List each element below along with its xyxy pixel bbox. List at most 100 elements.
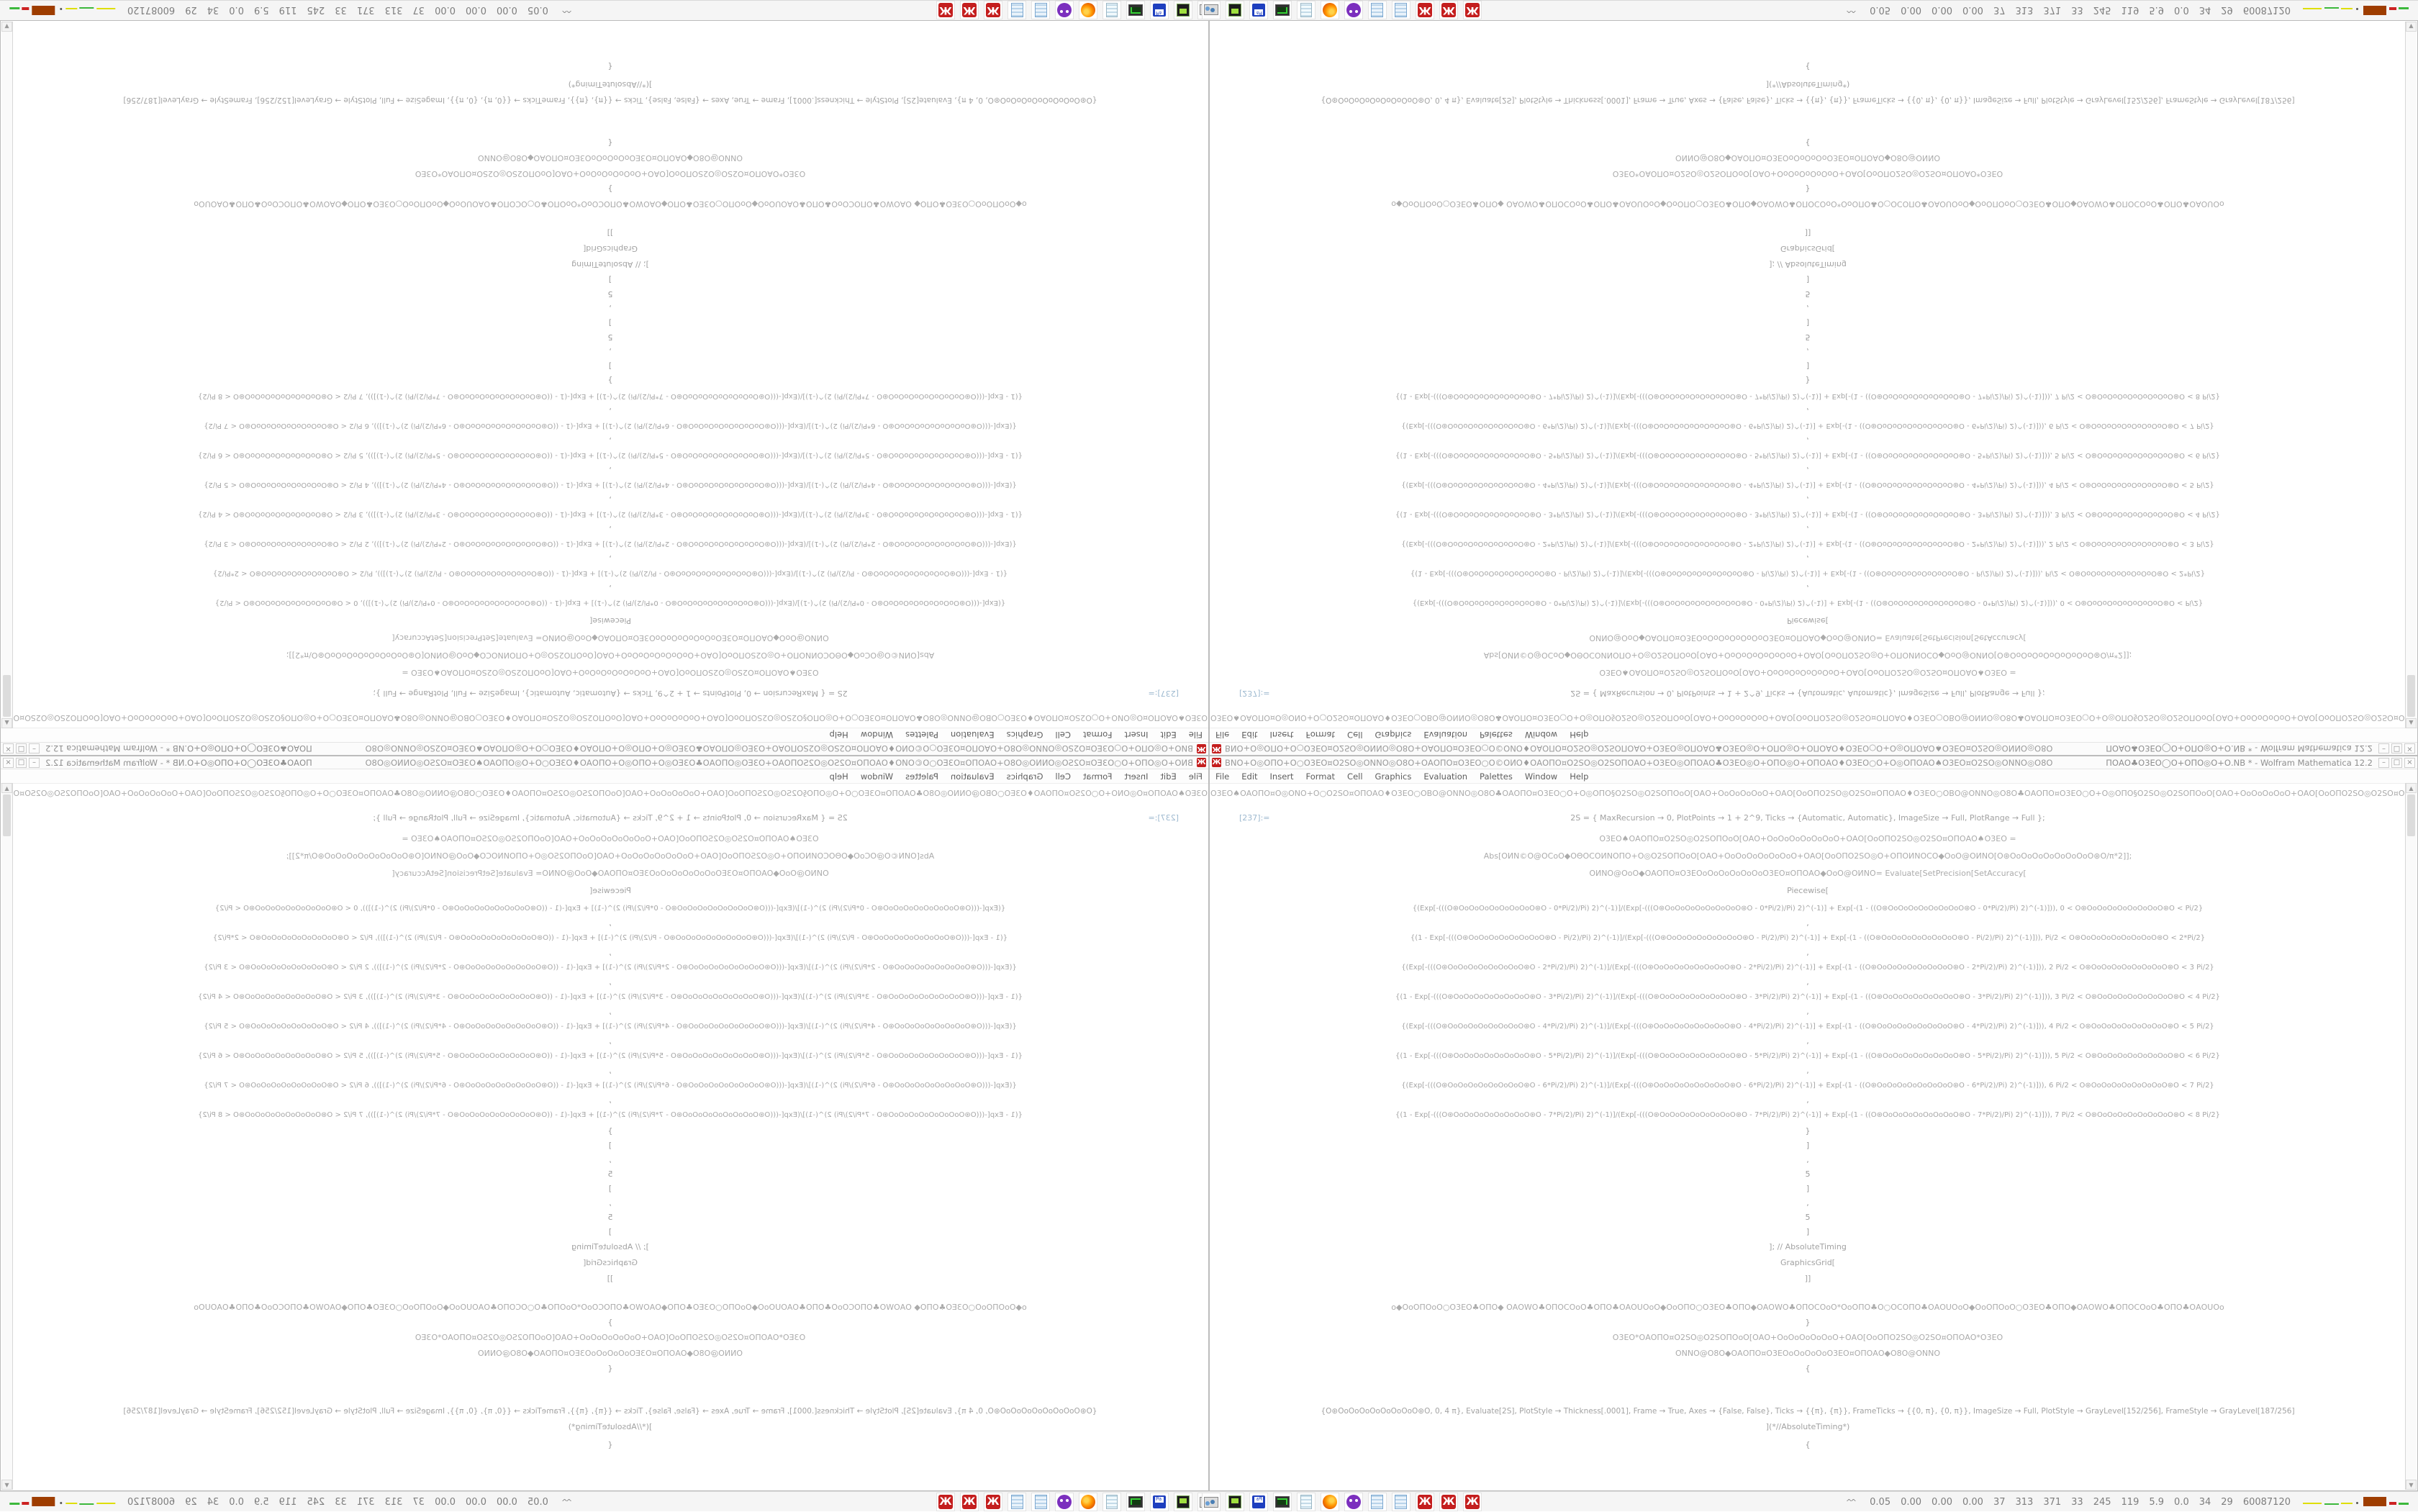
menu-item[interactable]: Help bbox=[1570, 771, 1589, 782]
terminal-monitor-icon[interactable] bbox=[1273, 1, 1292, 19]
firefox-icon[interactable] bbox=[1321, 1493, 1339, 1511]
vertical-scrollbar[interactable]: ▲ ▼ bbox=[2405, 783, 2417, 1490]
vertical-scrollbar[interactable]: ▲ ▼ bbox=[1, 22, 13, 728]
console-64-icon[interactable] bbox=[1226, 1493, 1244, 1511]
purple-owl-app-icon[interactable] bbox=[1344, 1493, 1363, 1511]
menu-item[interactable]: Edit bbox=[1241, 730, 1258, 741]
menu-item[interactable]: Palettes bbox=[905, 730, 938, 741]
window-control-button[interactable]: × bbox=[3, 743, 14, 754]
window-titlebar[interactable]: Ж ΒΝΟ+Ο◎ΟΠΟ+Ο○Ο3ΕΟ¤Ο2SΟ◎ΟΝΝΟ◎Ο8Ο+ΟΑΟΠΟ¤Ο… bbox=[1, 742, 1208, 755]
menu-item[interactable]: Help bbox=[829, 730, 848, 741]
menu-item[interactable]: Help bbox=[829, 771, 848, 782]
menu-item[interactable]: Graphics bbox=[1006, 771, 1043, 782]
firefox-icon[interactable] bbox=[1079, 1493, 1097, 1511]
mathematica-icon[interactable]: Ж bbox=[1416, 1493, 1434, 1511]
scrollbar-thumb[interactable] bbox=[2407, 795, 2415, 836]
console-64-icon[interactable] bbox=[1226, 1, 1244, 19]
menu-item[interactable]: Insert bbox=[1269, 771, 1294, 782]
window-control-button[interactable]: – bbox=[2378, 743, 2389, 754]
menu-item[interactable]: File bbox=[1215, 771, 1230, 782]
menu-item[interactable]: Palettes bbox=[1480, 771, 1513, 782]
mathematica-icon[interactable]: Ж bbox=[1439, 1, 1458, 19]
menu-item[interactable]: Evaluation bbox=[950, 730, 995, 741]
menu-item[interactable]: Edit bbox=[1160, 730, 1177, 741]
firefox-icon[interactable] bbox=[1079, 1, 1097, 19]
menu-item[interactable]: Insert bbox=[1124, 771, 1149, 782]
menu-item[interactable]: Insert bbox=[1124, 730, 1149, 741]
monitor-gear-icon[interactable] bbox=[1202, 1, 1221, 19]
mathematica-icon[interactable]: Ж bbox=[1463, 1493, 1482, 1511]
window-control-button[interactable]: □ bbox=[16, 743, 27, 754]
menu-item[interactable]: Graphics bbox=[1006, 730, 1043, 741]
window-control-button[interactable]: × bbox=[2404, 743, 2415, 754]
console-64-icon[interactable] bbox=[1174, 1493, 1192, 1511]
mathematica-icon[interactable]: Ж bbox=[960, 1, 979, 19]
menu-item[interactable]: Graphics bbox=[1375, 730, 1412, 741]
window-control-button[interactable]: × bbox=[3, 757, 14, 768]
menu-item[interactable]: Window bbox=[860, 730, 894, 741]
window-control-button[interactable]: – bbox=[29, 743, 40, 754]
window-titlebar[interactable]: Ж ΒΝΟ+Ο◎ΟΠΟ+Ο○Ο3ΕΟ¤Ο2SΟ◎ΟΝΝΟ◎Ο8Ο+ΟΑΟΠΟ¤Ο… bbox=[1, 756, 1208, 769]
vertical-scrollbar[interactable]: ▲ ▼ bbox=[1, 783, 13, 1490]
vertical-scrollbar[interactable]: ▲ ▼ bbox=[2405, 22, 2417, 728]
terminal-monitor-icon[interactable] bbox=[1273, 1493, 1292, 1511]
floppy-save-icon[interactable] bbox=[1150, 1493, 1169, 1511]
scroll-up-arrow-icon[interactable]: ▲ bbox=[1, 718, 12, 728]
mathematica-icon[interactable]: Ж bbox=[936, 1, 955, 19]
scroll-up-arrow-icon[interactable]: ▲ bbox=[2406, 718, 2417, 728]
calculator-icon[interactable] bbox=[1008, 1, 1026, 19]
mathematica-icon[interactable]: Ж bbox=[1439, 1493, 1458, 1511]
window-control-button[interactable]: – bbox=[2378, 757, 2389, 768]
scroll-down-arrow-icon[interactable]: ▼ bbox=[1, 1480, 12, 1490]
firefox-icon[interactable] bbox=[1321, 1, 1339, 19]
window-control-button[interactable]: □ bbox=[2391, 757, 2402, 768]
menu-item[interactable]: Help bbox=[1570, 730, 1589, 741]
window-control-button[interactable]: – bbox=[29, 757, 40, 768]
calculator-icon[interactable] bbox=[1031, 1493, 1050, 1511]
scroll-down-arrow-icon[interactable]: ▼ bbox=[1, 22, 12, 32]
window-titlebar[interactable]: Ж ΒΝΟ+Ο◎ΟΠΟ+Ο○Ο3ΕΟ¤Ο2SΟ◎ΟΝΝΟ◎Ο8Ο+ΟΑΟΠΟ¤Ο… bbox=[1210, 756, 2417, 769]
menu-item[interactable]: Evaluation bbox=[950, 771, 995, 782]
window-control-button[interactable]: □ bbox=[2391, 743, 2402, 754]
menu-item[interactable]: File bbox=[1188, 771, 1203, 782]
menu-item[interactable]: Format bbox=[1305, 771, 1336, 782]
menu-item[interactable]: Palettes bbox=[1480, 730, 1513, 741]
scrollbar-thumb[interactable] bbox=[3, 675, 11, 717]
purple-owl-app-icon[interactable] bbox=[1055, 1, 1074, 19]
scroll-down-arrow-icon[interactable]: ▼ bbox=[2406, 1480, 2417, 1490]
purple-owl-app-icon[interactable] bbox=[1344, 1, 1363, 19]
calculator-icon[interactable] bbox=[1368, 1493, 1387, 1511]
chevron-up-icon[interactable]: ^^ bbox=[1845, 1497, 1857, 1507]
menu-item[interactable]: Graphics bbox=[1375, 771, 1412, 782]
mathematica-icon[interactable]: Ж bbox=[936, 1493, 955, 1511]
menu-item[interactable]: Window bbox=[1524, 730, 1558, 741]
menu-item[interactable]: Cell bbox=[1347, 771, 1363, 782]
scroll-up-arrow-icon[interactable]: ▲ bbox=[1, 783, 12, 793]
scrollbar-thumb[interactable] bbox=[2407, 675, 2415, 717]
window-titlebar[interactable]: Ж ΒΝΟ+Ο◎ΟΠΟ+Ο○Ο3ΕΟ¤Ο2SΟ◎ΟΝΝΟ◎Ο8Ο+ΟΑΟΠΟ¤Ο… bbox=[1210, 742, 2417, 755]
menu-item[interactable]: Evaluation bbox=[1423, 771, 1468, 782]
menu-item[interactable]: Cell bbox=[1055, 771, 1071, 782]
notepad-icon[interactable] bbox=[1297, 1, 1316, 19]
floppy-save-icon[interactable] bbox=[1249, 1493, 1268, 1511]
floppy-save-icon[interactable] bbox=[1249, 1, 1268, 19]
menu-item[interactable]: Palettes bbox=[905, 771, 938, 782]
menu-item[interactable]: Window bbox=[1524, 771, 1558, 782]
menu-item[interactable]: Edit bbox=[1241, 771, 1258, 782]
terminal-monitor-icon[interactable] bbox=[1126, 1, 1145, 19]
menu-item[interactable]: Cell bbox=[1347, 730, 1363, 741]
calculator-icon[interactable] bbox=[1031, 1, 1050, 19]
calculator-icon[interactable] bbox=[1368, 1, 1387, 19]
notepad-icon[interactable] bbox=[1102, 1, 1121, 19]
console-64-icon[interactable] bbox=[1174, 1, 1192, 19]
monitor-gear-icon[interactable] bbox=[1202, 1493, 1221, 1511]
notepad-icon[interactable] bbox=[1102, 1493, 1121, 1511]
purple-owl-app-icon[interactable] bbox=[1055, 1493, 1074, 1511]
menu-item[interactable]: Evaluation bbox=[1423, 730, 1468, 741]
scroll-up-arrow-icon[interactable]: ▲ bbox=[2406, 783, 2417, 793]
notepad-icon[interactable] bbox=[1297, 1493, 1316, 1511]
mathematica-icon[interactable]: Ж bbox=[1463, 1, 1482, 19]
menu-item[interactable]: Format bbox=[1082, 771, 1113, 782]
mathematica-icon[interactable]: Ж bbox=[984, 1, 1002, 19]
mathematica-icon[interactable]: Ж bbox=[1416, 1, 1434, 19]
